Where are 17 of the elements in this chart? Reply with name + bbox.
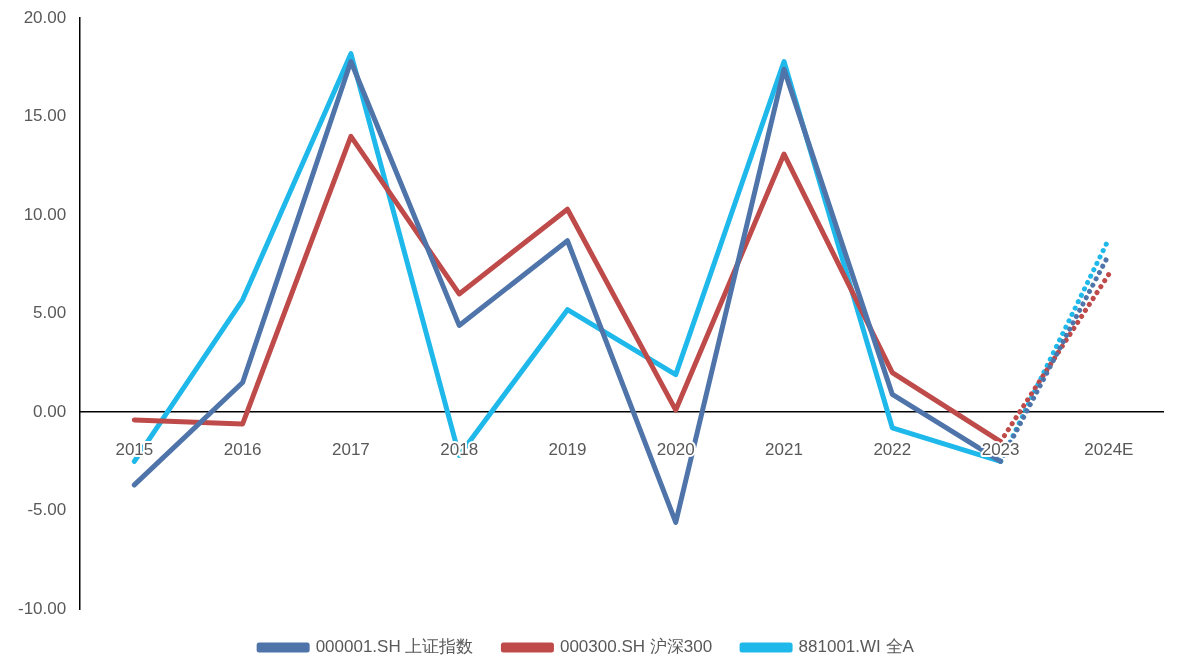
x-tick-label: 2022: [873, 439, 912, 459]
x-tick-label: 2019: [548, 439, 587, 459]
legend-label: 000300.SH 沪深300: [559, 637, 713, 657]
y-tick-label: -5.00: [27, 500, 67, 520]
y-tick-label: 5.00: [33, 303, 67, 323]
x-tick-label: 2021: [765, 439, 803, 459]
x-tick-label: 2023: [981, 439, 1020, 459]
x-tick-label: 2024E: [1084, 439, 1134, 459]
y-tick-label: 20.00: [23, 7, 67, 27]
legend-label: 000001.SH 上证指数: [315, 637, 474, 657]
y-tick-label: -10.00: [18, 598, 67, 618]
legend-label: 881001.WI 全A: [798, 637, 915, 657]
x-tick-label: 2017: [331, 439, 370, 459]
x-tick-label: 2016: [223, 439, 262, 459]
y-tick-label: 10.00: [23, 204, 67, 224]
y-tick-label: 15.00: [23, 106, 67, 126]
y-tick-label: 0.00: [33, 401, 67, 421]
